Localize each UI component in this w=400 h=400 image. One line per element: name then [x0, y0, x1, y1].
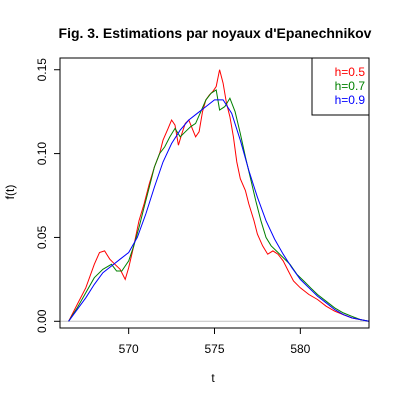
y-tick-label: 0.10: [35, 142, 49, 166]
legend: h=0.5h=0.7h=0.9: [311, 57, 370, 116]
legend-entry-2: h=0.7: [335, 79, 366, 93]
series-layer: [68, 69, 370, 322]
y-tick-label: 0.15: [35, 58, 49, 82]
legend-box: [311, 57, 370, 116]
y-tick-label: 0.05: [35, 225, 49, 249]
legend-entry-1: h=0.5: [335, 65, 366, 79]
x-axis: 570 575 580: [119, 328, 311, 356]
y-axis: 0.00 0.05 0.10 0.15: [35, 58, 60, 333]
chart-title: Fig. 3. Estimations par noyaux d'Epanech…: [59, 25, 372, 41]
series-line-3: [68, 99, 370, 322]
y-tick-label: 0.00: [35, 309, 49, 333]
x-tick-label: 575: [204, 342, 224, 356]
x-axis-label: t: [211, 371, 215, 385]
y-axis-label: f(t): [3, 185, 17, 200]
legend-entry-3: h=0.9: [335, 93, 366, 107]
series-line-2: [68, 89, 370, 322]
x-tick-label: 570: [119, 342, 139, 356]
x-tick-label: 580: [290, 342, 310, 356]
